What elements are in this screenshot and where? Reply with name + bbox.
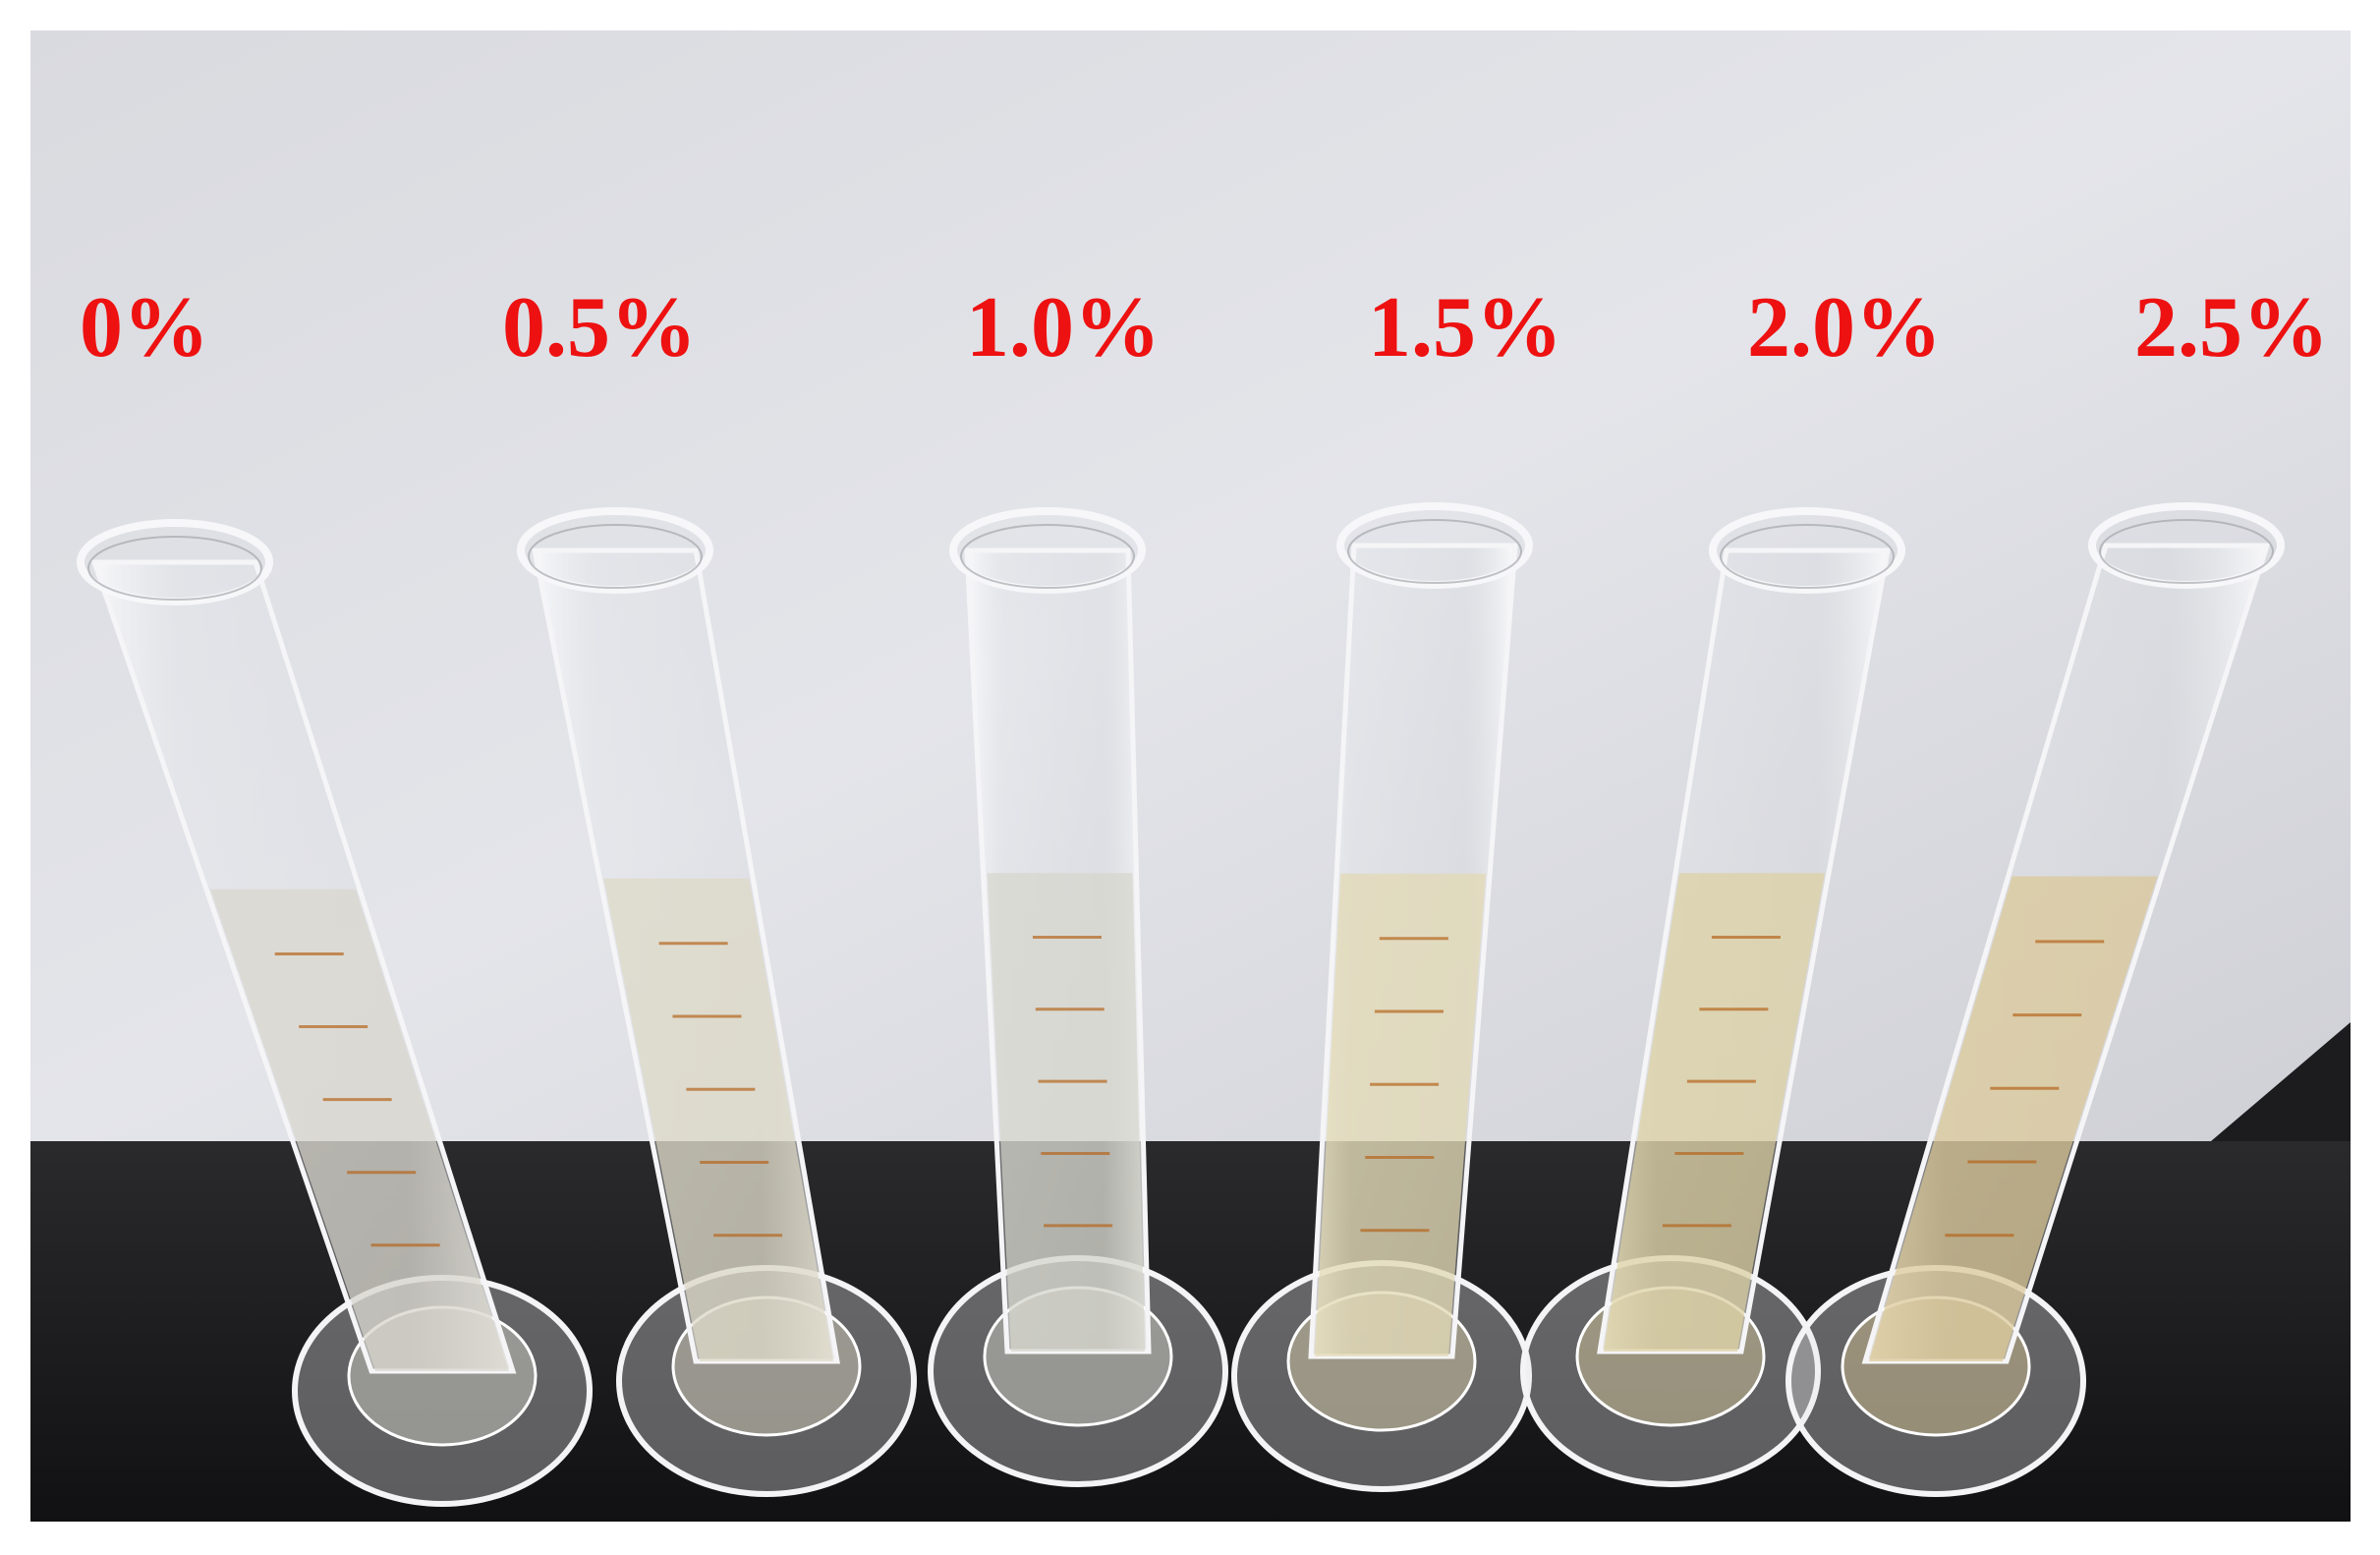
- concentration-label: 2.5%: [2134, 280, 2329, 375]
- cylinder-rim-shadow: [1347, 519, 1522, 584]
- cylinders: [77, 502, 2285, 1507]
- concentration-label: 0%: [80, 280, 209, 375]
- cylinder-rim-shadow: [87, 536, 262, 601]
- cylinder-rim: [77, 519, 273, 605]
- cylinder-liquid: [1869, 876, 2158, 1361]
- cylinder-rim: [1709, 507, 1905, 594]
- wall: [30, 30, 2351, 1141]
- cylinder-rim-shadow: [528, 524, 703, 589]
- cylinder-liquid: [209, 889, 510, 1371]
- cylinder-rim: [1336, 502, 1533, 589]
- cylinder-rim: [517, 507, 713, 594]
- cylinder-rim-shadow: [2099, 519, 2274, 584]
- bench-edge: [2211, 1022, 2351, 1141]
- concentration-label: 1.0%: [966, 280, 1161, 375]
- labels: 0% 0.5% 1.0% 1.5% 2.0% 2.5%: [80, 280, 2329, 375]
- concentration-label: 0.5%: [502, 280, 697, 375]
- concentration-label: 1.5%: [1368, 280, 1562, 375]
- cylinder-rim: [2088, 502, 2285, 589]
- cylinder-rim-shadow: [960, 524, 1135, 589]
- cylinder-rim: [949, 507, 1146, 594]
- cylinder-liquid: [1315, 873, 1487, 1356]
- concentration-label: 2.0%: [1747, 280, 1942, 375]
- cylinder-liquid: [1604, 873, 1825, 1352]
- cylinder-rim-shadow: [1720, 524, 1895, 589]
- cylinder-liquid: [987, 873, 1145, 1352]
- cylinder-liquid: [603, 878, 833, 1361]
